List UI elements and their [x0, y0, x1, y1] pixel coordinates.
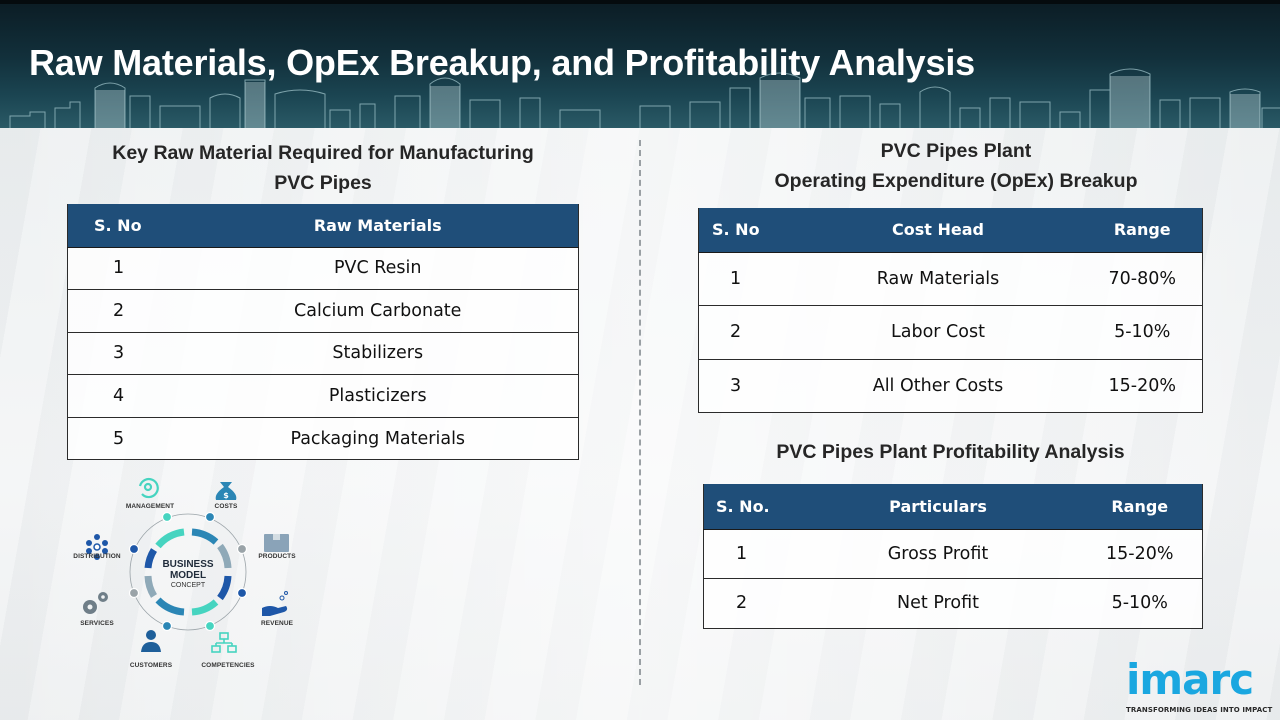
- table-row: 3 Stabilizers: [67, 331, 579, 375]
- table-header-row: S. No Raw Materials: [67, 204, 579, 248]
- table-row: 5 Packaging Materials: [67, 416, 579, 460]
- column-header-cost-head: Cost Head: [793, 208, 1083, 253]
- table-row: 1 Gross Profit 15-20%: [703, 528, 1203, 579]
- cell-sno: 2: [698, 305, 794, 359]
- competencies-icon: [211, 632, 237, 653]
- table-row: 2 Net Profit 5-10%: [703, 578, 1203, 628]
- cell-material: Plasticizers: [177, 374, 579, 418]
- business-model-title-line1: BUSINESS: [162, 559, 214, 570]
- column-header-range: Range: [1082, 208, 1203, 253]
- column-header-raw-materials: Raw Materials: [177, 204, 579, 248]
- opex-heading-line2: Operating Expenditure (OpEx) Breakup: [774, 170, 1138, 192]
- cell-sno: 1: [67, 246, 178, 290]
- table-row: 1 Raw Materials 70-80%: [698, 251, 1203, 306]
- label-distribution: DISTRIBUTION: [73, 553, 121, 560]
- cell-cost-head: Labor Cost: [793, 305, 1083, 359]
- products-icon: [264, 534, 289, 552]
- cell-sno: 4: [67, 374, 178, 418]
- imarc-logo: imarc TRANSFORMING IDEAS INTO IMPACT: [1122, 652, 1272, 718]
- column-header-range: Range: [1077, 484, 1203, 530]
- city-skyline-graphic: [9, 68, 1280, 128]
- business-model-subtitle: CONCEPT: [170, 582, 206, 589]
- cell-material: Stabilizers: [177, 331, 579, 375]
- cell-sno: 2: [67, 289, 178, 333]
- cell-sno: 5: [67, 416, 178, 460]
- table-row: 4 Plasticizers: [67, 374, 579, 418]
- opex-heading: PVC Pipes Plant Operating Expenditure (O…: [698, 136, 1214, 196]
- table-row: 2 Labor Cost 5-10%: [698, 305, 1203, 359]
- header-banner: Raw Materials, OpEx Breakup, and Profita…: [0, 0, 1280, 128]
- raw-materials-table: S. No Raw Materials 1 PVC Resin 2 Calciu…: [67, 204, 579, 461]
- page-title: Raw Materials, OpEx Breakup, and Profita…: [29, 42, 975, 83]
- label-competencies: COMPETENCIES: [201, 662, 255, 669]
- profitability-heading: PVC Pipes Plant Profitability Analysis: [776, 441, 1125, 463]
- cell-sno: 1: [698, 251, 794, 306]
- column-header-sno: S. No: [698, 208, 794, 253]
- cell-range: 15-20%: [1082, 358, 1203, 413]
- column-header-sno: S. No.: [703, 484, 799, 530]
- cell-sno: 2: [703, 578, 799, 628]
- cell-sno: 1: [703, 528, 799, 579]
- cell-particular: Gross Profit: [798, 528, 1078, 579]
- cell-particular: Net Profit: [798, 578, 1078, 628]
- opex-heading-line1: PVC Pipes Plant: [880, 140, 1032, 162]
- table-row: 1 PVC Resin: [67, 246, 579, 290]
- cell-cost-head: All Other Costs: [793, 358, 1083, 413]
- opex-table: S. No Cost Head Range 1 Raw Materials 70…: [698, 208, 1203, 413]
- business-model-title-line2: MODEL: [169, 570, 207, 581]
- customers-icon: [141, 630, 161, 652]
- costs-icon: $: [215, 482, 237, 500]
- cell-material: PVC Resin: [177, 246, 579, 290]
- label-revenue: REVENUE: [260, 620, 294, 627]
- table-header-row: S. No. Particulars Range: [703, 484, 1203, 530]
- cell-range: 5-10%: [1077, 578, 1203, 628]
- column-header-sno: S. No: [67, 204, 178, 248]
- business-model-title: BUSINESS MODEL: [148, 559, 228, 581]
- business-model-ring: $: [83, 477, 289, 653]
- business-model-graphic: $: [70, 470, 310, 678]
- table-row: 2 Calcium Carbonate: [67, 289, 579, 333]
- profitability-table: S. No. Particulars Range 1 Gross Profit …: [703, 484, 1203, 629]
- table-row: 3 All Other Costs 15-20%: [698, 358, 1203, 413]
- column-header-particulars: Particulars: [798, 484, 1078, 530]
- label-customers: CUSTOMERS: [129, 662, 173, 669]
- cell-range: 5-10%: [1082, 305, 1203, 359]
- cell-sno: 3: [67, 331, 178, 375]
- label-management: MANAGEMENT: [125, 503, 175, 510]
- section-divider: [639, 140, 641, 685]
- logo-tagline: TRANSFORMING IDEAS INTO IMPACT: [1126, 706, 1273, 714]
- distribution-icon: [86, 534, 108, 560]
- raw-materials-heading-line1: Key Raw Material Required for Manufactur…: [112, 142, 534, 164]
- raw-materials-heading-line2: PVC Pipes: [274, 172, 372, 194]
- svg-text:$: $: [223, 491, 229, 500]
- management-icon: [138, 477, 159, 499]
- services-icon: [83, 592, 108, 614]
- label-services: SERVICES: [80, 620, 114, 627]
- cell-sno: 3: [698, 358, 794, 413]
- header-top-line: [0, 0, 1280, 4]
- raw-materials-heading: Key Raw Material Required for Manufactur…: [67, 138, 579, 198]
- table-header-row: S. No Cost Head Range: [698, 208, 1203, 253]
- revenue-icon: [262, 591, 288, 616]
- cell-material: Packaging Materials: [177, 416, 579, 460]
- logo-wordmark: imarc: [1126, 655, 1254, 704]
- label-costs: COSTS: [214, 503, 238, 510]
- label-products: PRODUCTS: [258, 553, 296, 560]
- cell-material: Calcium Carbonate: [177, 289, 579, 333]
- cell-cost-head: Raw Materials: [793, 251, 1083, 306]
- cell-range: 70-80%: [1082, 251, 1203, 306]
- cell-range: 15-20%: [1077, 528, 1203, 579]
